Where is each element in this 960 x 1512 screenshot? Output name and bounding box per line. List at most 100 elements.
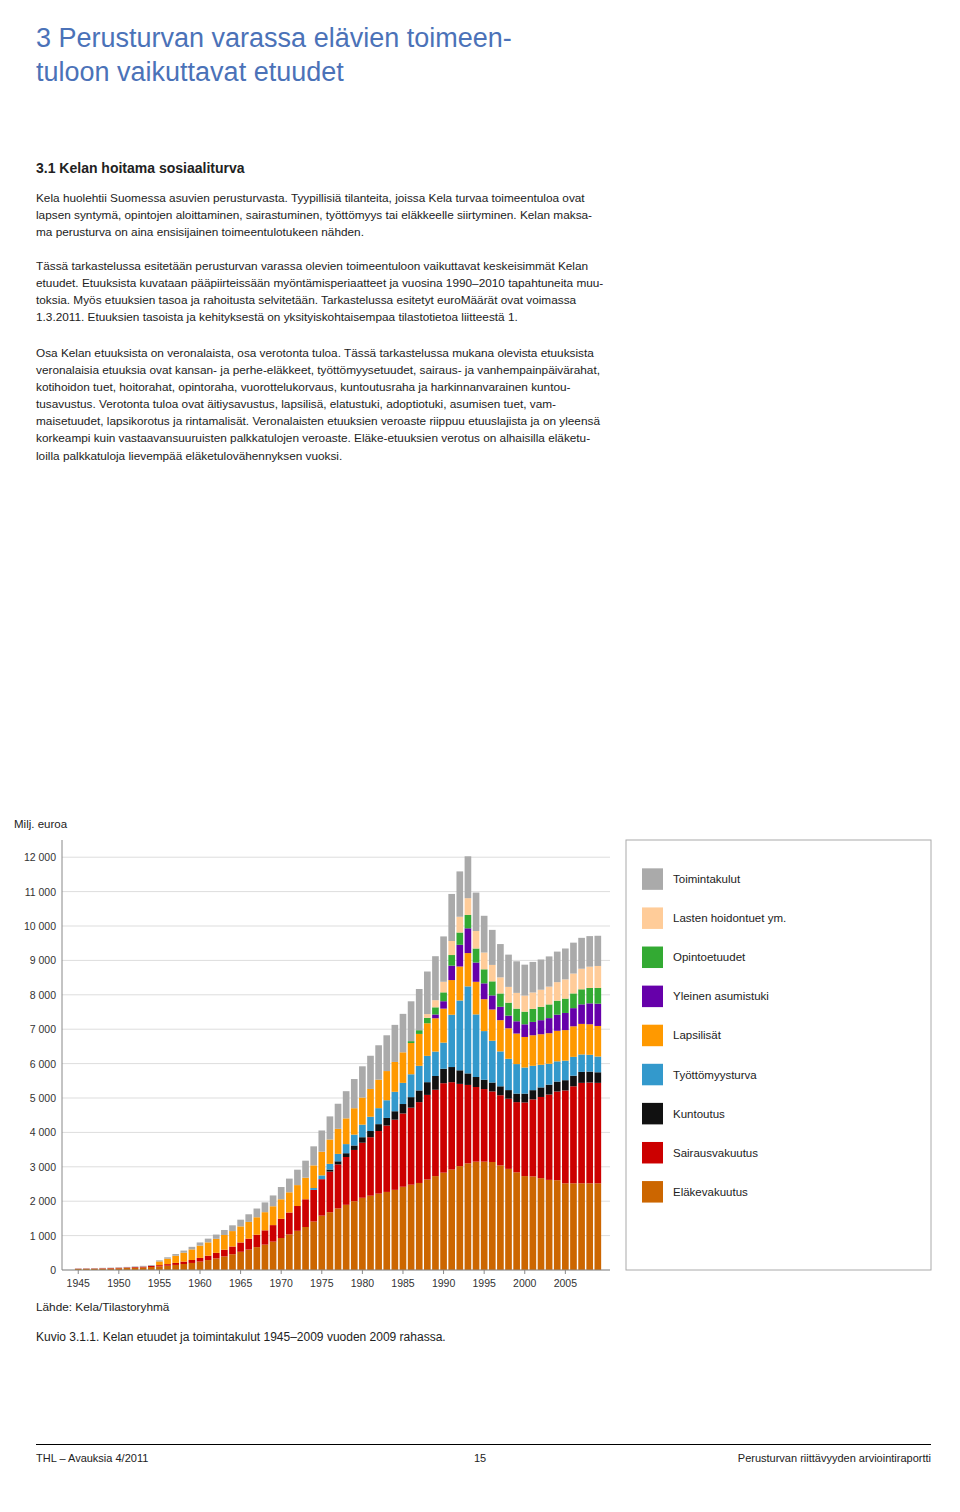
bar-segment <box>270 1195 277 1206</box>
bar-segment <box>116 1267 123 1268</box>
bar-segment <box>156 1261 163 1265</box>
source-note: Lähde: Kela/Tilastoryhmä <box>36 1300 169 1314</box>
bar-segment <box>456 933 463 945</box>
bar-segment <box>392 1092 399 1111</box>
legend-swatch <box>642 1064 663 1086</box>
bar-segment <box>270 1206 277 1225</box>
bar-segment <box>237 1252 244 1270</box>
bar-segment <box>456 1166 463 1270</box>
bar-segment <box>570 974 577 994</box>
bar-segment <box>197 1242 204 1245</box>
bar-segment <box>318 1152 325 1176</box>
bar-segment <box>164 1259 171 1264</box>
bar-segment <box>140 1266 147 1267</box>
y-tick-label: 6 000 <box>30 1058 56 1070</box>
x-tick <box>524 1270 525 1274</box>
bar-segment <box>594 966 601 988</box>
bar-segment <box>91 1268 98 1269</box>
bar-segment <box>245 1214 252 1222</box>
bar-segment <box>416 989 423 1030</box>
bar-segment <box>270 1225 277 1242</box>
bar-segment <box>538 960 545 990</box>
bar-segment <box>554 1001 561 1015</box>
bar-segment <box>578 1083 585 1183</box>
bar-segment <box>538 1065 545 1088</box>
bar-segment <box>546 1004 553 1018</box>
bar-segment <box>383 1035 390 1071</box>
bar-segment <box>140 1266 147 1267</box>
bar-segment <box>505 1003 512 1016</box>
bar-segment <box>554 1180 561 1270</box>
bar-segment <box>546 1018 553 1033</box>
bar-segment <box>91 1268 98 1269</box>
bar-segment <box>343 1153 350 1157</box>
bar-segment <box>172 1256 179 1263</box>
bar-segment <box>497 1007 504 1020</box>
y-axis-line <box>62 840 63 1270</box>
caption: Kuvio 3.1.1. Kelan etuudet ja toimintaku… <box>36 1330 446 1344</box>
bar-segment <box>465 928 472 953</box>
bar-segment <box>530 962 537 993</box>
x-tick <box>118 1270 119 1274</box>
x-tick-label: 1975 <box>310 1277 334 1289</box>
bar-segment <box>594 1004 601 1026</box>
bar-segment <box>554 952 561 983</box>
y-tick-label: 4 000 <box>30 1126 56 1138</box>
x-tick-label: 1960 <box>188 1277 212 1289</box>
bar-segment <box>189 1249 196 1260</box>
bar-segment <box>416 1030 423 1034</box>
bar-segment <box>286 1192 293 1212</box>
bar-segment <box>99 1268 106 1269</box>
bar-segment <box>416 1034 423 1066</box>
bar-segment <box>538 1087 545 1097</box>
bar-segment <box>221 1256 228 1270</box>
bar-segment <box>99 1268 106 1269</box>
bar-segment <box>432 956 439 1000</box>
y-tick-label: 1 000 <box>30 1230 56 1242</box>
bar-segment <box>562 1013 569 1030</box>
bar-segment <box>148 1266 155 1267</box>
x-tick-label: 1965 <box>229 1277 253 1289</box>
bar-segment <box>497 1051 504 1086</box>
bar-segment <box>132 1267 139 1268</box>
bar-segment <box>245 1250 252 1270</box>
bar-segment <box>424 1014 431 1018</box>
bar-segment <box>465 1163 472 1270</box>
bar-segment <box>164 1258 171 1259</box>
series <box>408 915 601 1043</box>
bar-segment <box>351 1201 358 1270</box>
bar-segment <box>594 1026 601 1057</box>
bar-segment <box>448 894 455 941</box>
bar-segment <box>448 966 455 980</box>
bar-segment <box>481 983 488 999</box>
x-tick-label: 2005 <box>554 1277 578 1289</box>
bar-segment <box>505 1099 512 1169</box>
bar-segment <box>578 1004 585 1024</box>
chart: Milj. euroa01 0002 0003 0004 0005 0006 0… <box>0 790 960 1290</box>
bar-segment <box>432 1018 439 1051</box>
bar-segment <box>262 1202 269 1212</box>
bar-segment <box>180 1264 187 1270</box>
bar-segment <box>570 943 577 974</box>
bar-segment <box>489 1091 496 1162</box>
bar-segment <box>75 1268 82 1269</box>
bar-segment <box>586 936 593 967</box>
bar-segment <box>205 1260 212 1270</box>
bar-segment <box>530 1066 537 1090</box>
bar-segment <box>440 1009 447 1043</box>
bar-segment <box>586 967 593 988</box>
bar-segment <box>140 1266 147 1267</box>
bar-segment <box>424 1018 431 1023</box>
bar-segment <box>481 1089 488 1162</box>
series <box>432 928 601 1037</box>
legend-swatch <box>642 1025 663 1047</box>
x-tick <box>402 1270 403 1274</box>
x-tick <box>240 1270 241 1274</box>
bar-segment <box>513 993 520 1009</box>
bar-segment <box>594 1057 601 1073</box>
y-tick-label: 9 000 <box>30 954 56 966</box>
bar-segment <box>448 1082 455 1169</box>
bar-segment <box>99 1268 106 1269</box>
bar-segment <box>440 936 447 981</box>
bar-segment <box>140 1266 147 1267</box>
